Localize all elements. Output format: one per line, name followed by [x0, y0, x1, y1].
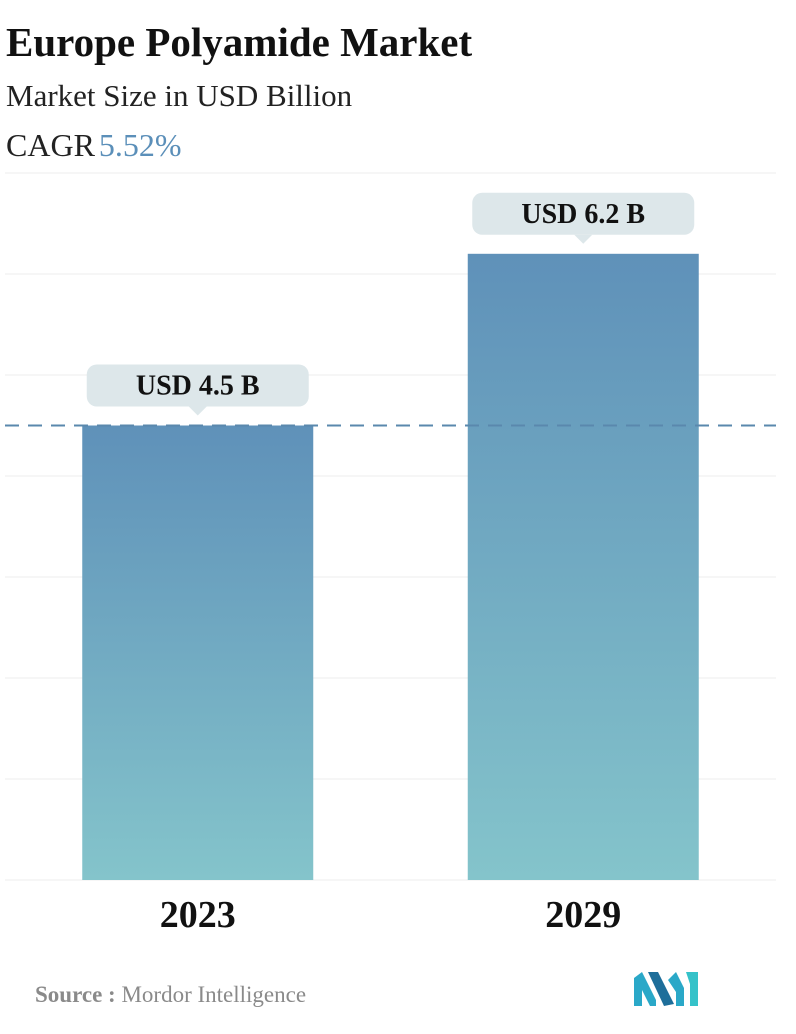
- chart-title: Europe Polyamide Market: [6, 19, 473, 65]
- data-label-text: USD 4.5 B: [136, 371, 260, 402]
- data-label-2029: USD 6.2 B: [472, 192, 695, 244]
- x-tick-label: 2029: [545, 894, 621, 936]
- mordor-intelligence-logo-icon: [634, 972, 698, 1006]
- x-tick-label: 2023: [160, 894, 236, 936]
- cagr-line: CAGR 5.52%: [6, 127, 182, 163]
- source-text: Mordor Intelligence: [121, 982, 307, 1007]
- source-note: Source : Mordor Intelligence: [35, 982, 306, 1008]
- data-label-pointer: [188, 406, 207, 416]
- source-label: Source :: [35, 982, 116, 1007]
- cagr-value: 5.52%: [98, 127, 182, 163]
- chart-subtitle: Market Size in USD Billion: [6, 78, 353, 113]
- data-label-box: [472, 192, 695, 235]
- data-label-box: [86, 364, 309, 407]
- bar-2029: [467, 253, 699, 881]
- data-label-2023: USD 4.5 B: [86, 364, 309, 416]
- cagr-label: CAGR: [6, 127, 95, 163]
- data-label-pointer: [574, 234, 593, 244]
- data-label-text: USD 6.2 B: [521, 199, 645, 230]
- bar-2023: [82, 425, 314, 880]
- bar-chart: USD 4.5 B USD 6.2 B 2023 2029: [5, 172, 776, 936]
